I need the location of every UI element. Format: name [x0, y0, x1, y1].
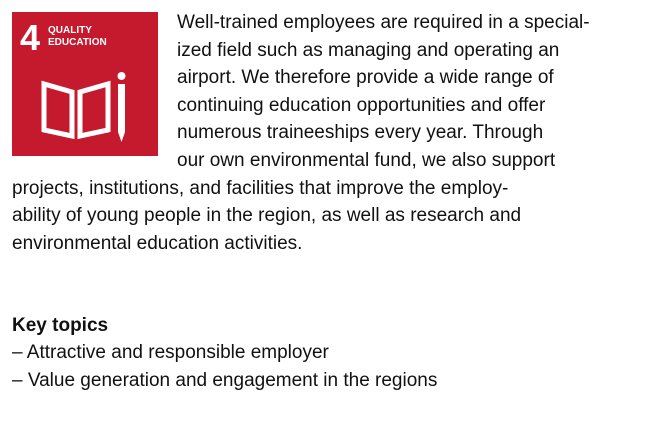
pencil-tip — [118, 132, 125, 142]
pencil-top — [117, 72, 126, 80]
icon-label: EDUCATION — [48, 37, 107, 48]
text-line: ability of young people in the region, a… — [12, 205, 522, 227]
pencil — [118, 84, 125, 132]
text-line: Well-trained employees are required in a… — [177, 12, 590, 33]
text-line: our own environmental fund, we also supp… — [177, 150, 556, 171]
text-line: ized field such as managing and operatin… — [177, 39, 560, 61]
text-line: environmental education activities. — [12, 232, 303, 254]
icon-bg — [12, 12, 158, 156]
text-line: projects, institutions, and facilities t… — [12, 177, 509, 199]
icon-label: QUALITY — [48, 25, 92, 36]
icon-number: 4 — [20, 17, 40, 58]
text-line: – Value generation and engagement in the… — [12, 369, 438, 391]
text-line: Key topics — [12, 315, 109, 336]
text-line: continuing education opportunities and o… — [177, 94, 546, 116]
text-line: numerous traineeships every year. Throug… — [177, 122, 544, 144]
book-icon — [41, 80, 111, 140]
text-line: – Attractive and responsible employer — [12, 342, 329, 363]
text-line: airport. We therefore provide a wide ran… — [177, 67, 554, 89]
sdg-icon: 4 QUALITY EDUCATION — [12, 12, 158, 156]
